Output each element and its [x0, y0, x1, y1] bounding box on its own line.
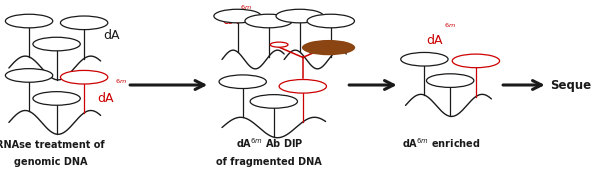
- Text: dA: dA: [222, 14, 239, 27]
- Text: RNAse treatment of: RNAse treatment of: [0, 140, 105, 150]
- Circle shape: [5, 69, 53, 82]
- Text: $^{6m}$: $^{6m}$: [240, 4, 252, 13]
- Circle shape: [60, 16, 108, 30]
- Text: $^{6m}$: $^{6m}$: [115, 79, 127, 88]
- Circle shape: [318, 42, 335, 47]
- Circle shape: [270, 42, 288, 47]
- Circle shape: [33, 37, 81, 51]
- Circle shape: [452, 54, 500, 68]
- Circle shape: [426, 74, 474, 87]
- Circle shape: [214, 9, 261, 23]
- Circle shape: [302, 40, 355, 55]
- Text: genomic DNA: genomic DNA: [14, 157, 87, 167]
- Circle shape: [33, 92, 81, 105]
- Text: dA: dA: [426, 34, 443, 47]
- Text: Sequencing: Sequencing: [551, 79, 592, 91]
- Circle shape: [245, 14, 292, 28]
- Text: Ab: Ab: [252, 14, 272, 27]
- Circle shape: [401, 53, 448, 66]
- Circle shape: [219, 75, 266, 89]
- Text: dA$^{6m}$ enriched: dA$^{6m}$ enriched: [402, 136, 480, 150]
- Text: dA: dA: [104, 29, 120, 42]
- Circle shape: [279, 80, 327, 93]
- Text: $^{6m}$: $^{6m}$: [444, 23, 456, 32]
- Circle shape: [60, 70, 108, 84]
- Circle shape: [276, 9, 323, 23]
- Circle shape: [5, 14, 53, 28]
- Text: dA$^{6m}$ Ab DIP: dA$^{6m}$ Ab DIP: [236, 136, 303, 150]
- Circle shape: [307, 14, 355, 28]
- Text: dA: dA: [98, 92, 114, 105]
- Text: of fragmented DNA: of fragmented DNA: [217, 157, 322, 167]
- Circle shape: [250, 95, 298, 108]
